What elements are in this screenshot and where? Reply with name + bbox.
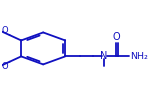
Text: O: O [113, 32, 121, 42]
Text: N: N [100, 51, 108, 61]
Text: NH₂: NH₂ [130, 52, 148, 61]
Text: O: O [1, 25, 8, 34]
Text: O: O [1, 62, 8, 71]
